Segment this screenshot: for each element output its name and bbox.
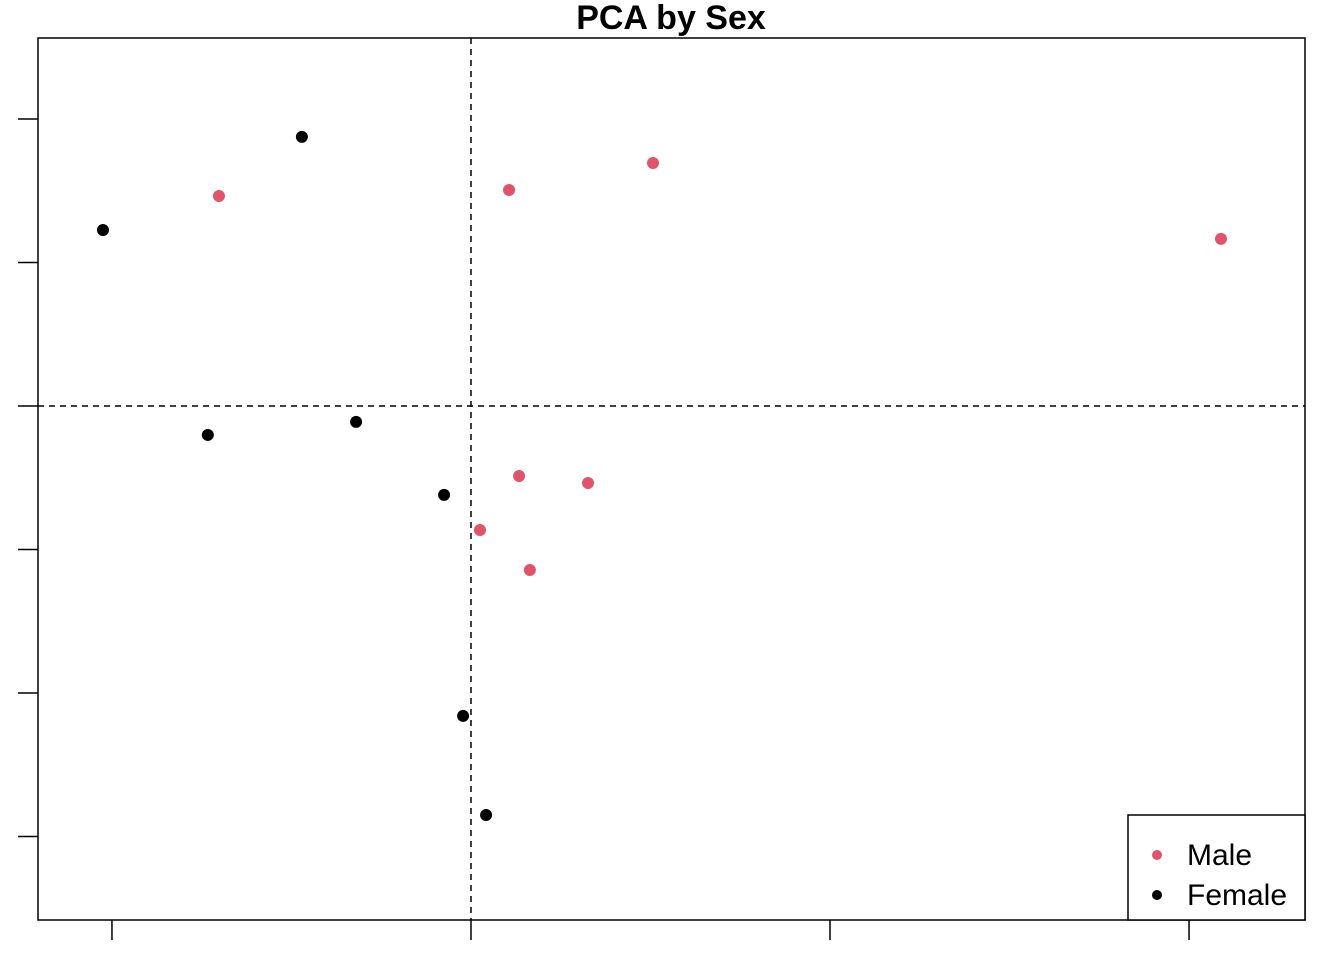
point [513, 469, 526, 482]
point [438, 488, 451, 501]
point [582, 477, 595, 490]
point [523, 563, 536, 576]
legend-marker [1152, 850, 1162, 860]
legend-label: Female [1187, 879, 1287, 912]
plot-frame [37, 37, 1306, 921]
legend-box [1127, 814, 1306, 921]
point [295, 130, 308, 143]
legend-marker [1152, 890, 1162, 900]
point [201, 428, 214, 441]
point [473, 523, 486, 536]
point [503, 183, 516, 196]
point [647, 156, 660, 169]
legend-label: Male [1187, 839, 1252, 872]
chart-title: PCA by Sex [576, 0, 766, 37]
point [1214, 232, 1227, 245]
point [96, 224, 109, 237]
point [212, 190, 225, 203]
point [457, 709, 470, 722]
point [480, 808, 493, 821]
point [350, 415, 363, 428]
